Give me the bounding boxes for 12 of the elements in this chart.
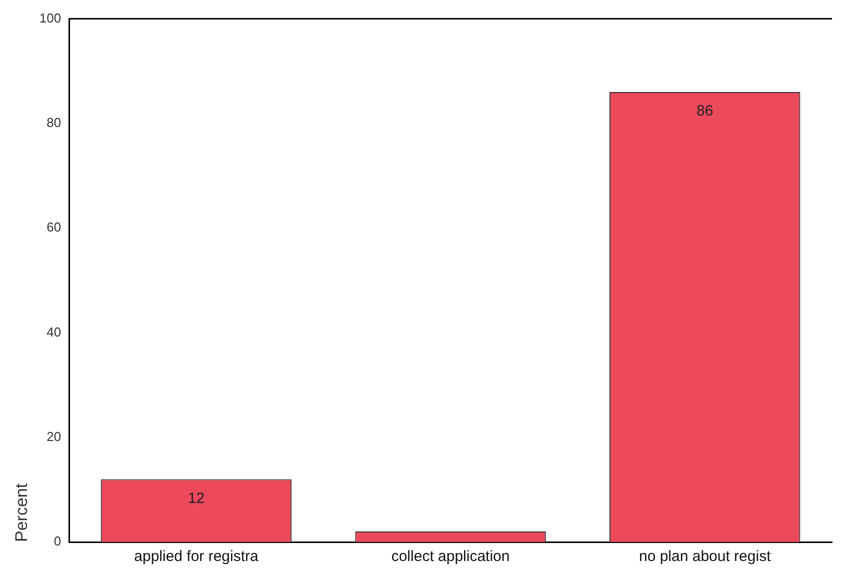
x-tick-label: collect application [391, 548, 510, 566]
y-tick-label: 60 [46, 220, 62, 235]
x-tick-label: applied for registra [134, 548, 260, 566]
data-label: 86 [696, 102, 714, 120]
y-axis-title: Percent [12, 483, 31, 542]
y-tick-label: 80 [46, 115, 62, 130]
x-tick-label: no plan about regist [638, 548, 772, 566]
y-tick-label: 0 [54, 534, 62, 549]
y-tick-label: 20 [46, 428, 62, 444]
y-tick-label: 40 [46, 324, 62, 340]
y-tick-label: 100 [39, 10, 62, 26]
data-label: 12 [188, 490, 205, 507]
